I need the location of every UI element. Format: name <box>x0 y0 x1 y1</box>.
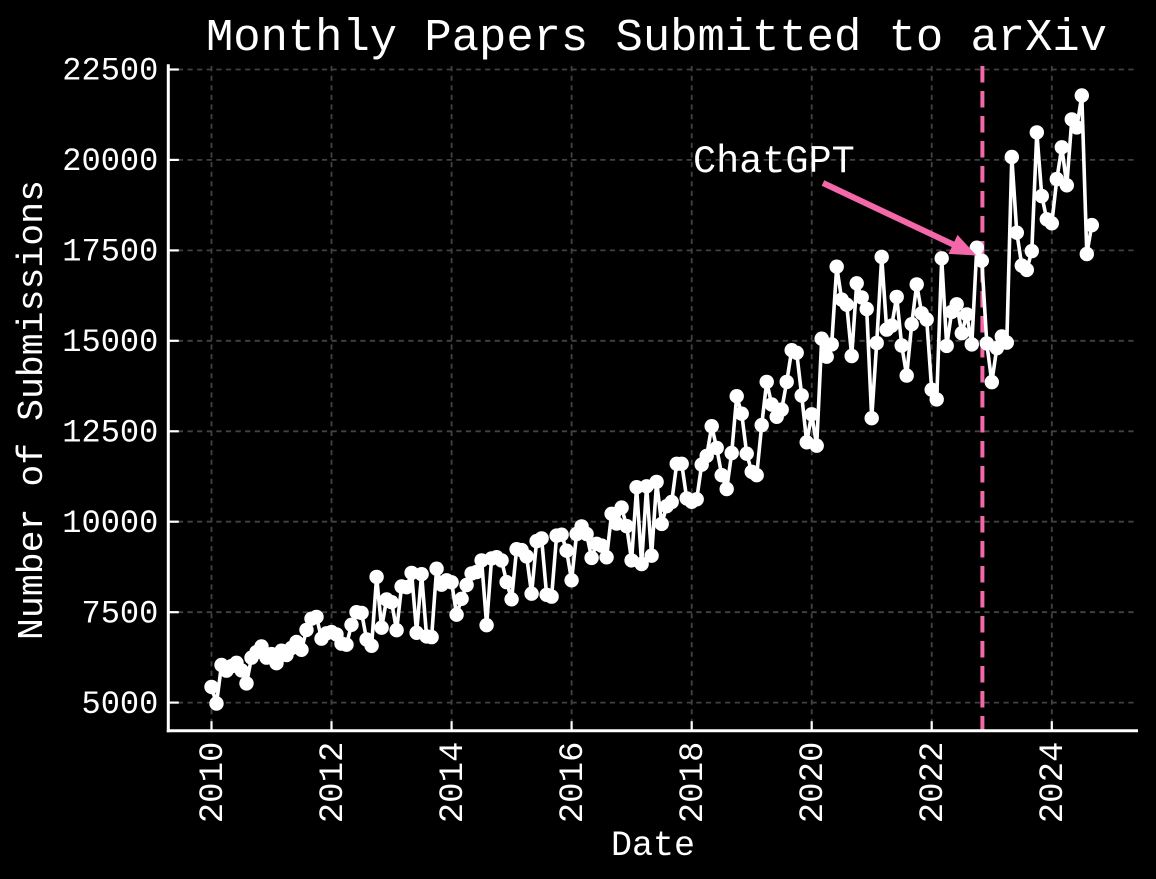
svg-text:2016: 2016 <box>555 742 593 824</box>
svg-text:2022: 2022 <box>915 742 953 824</box>
svg-text:10000: 10000 <box>62 505 158 542</box>
svg-text:15000: 15000 <box>62 324 158 361</box>
svg-text:17500: 17500 <box>62 234 158 271</box>
svg-text:2020: 2020 <box>795 742 833 824</box>
svg-text:5000: 5000 <box>81 686 158 723</box>
svg-text:Monthly Papers Submitted to ar: Monthly Papers Submitted to arXiv <box>206 12 1107 64</box>
svg-text:20000: 20000 <box>62 143 158 180</box>
svg-text:2010: 2010 <box>195 742 233 824</box>
svg-text:Number of Submissions: Number of Submissions <box>12 180 53 640</box>
svg-text:2012: 2012 <box>315 742 353 824</box>
svg-text:ChatGPT: ChatGPT <box>693 140 855 184</box>
svg-text:7500: 7500 <box>81 595 158 632</box>
svg-text:22500: 22500 <box>62 53 158 90</box>
svg-text:2014: 2014 <box>435 742 473 824</box>
svg-text:2024: 2024 <box>1035 742 1073 824</box>
svg-text:12500: 12500 <box>62 415 158 452</box>
svg-text:Date: Date <box>611 826 695 866</box>
svg-text:2018: 2018 <box>675 742 713 824</box>
